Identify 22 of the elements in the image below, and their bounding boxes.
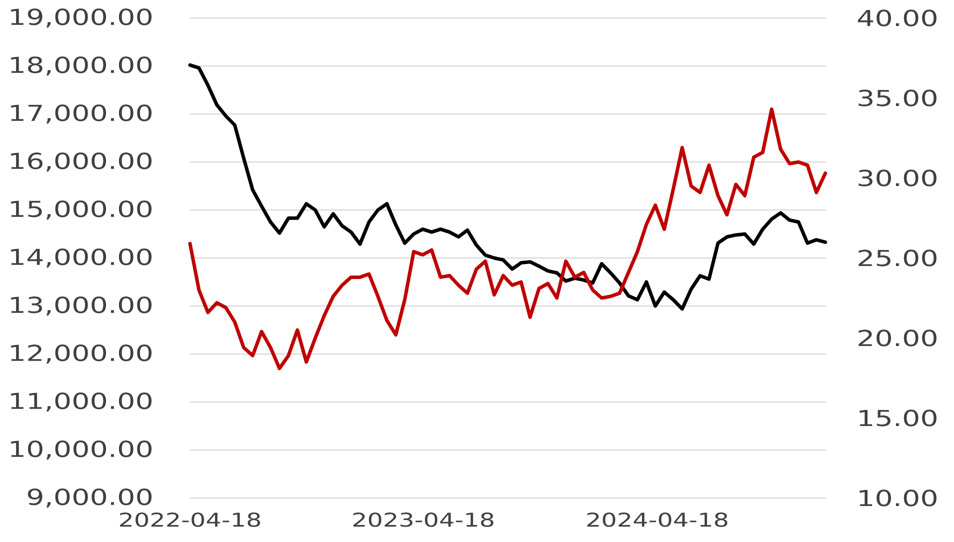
y2-tick-label: 25.00 — [858, 250, 936, 266]
y-tick-label: 9,000.00 — [28, 488, 152, 508]
y2-tick-label: 20.00 — [858, 330, 936, 346]
y-tick-label: 12,000.00 — [11, 344, 152, 364]
y-tick-label: 19,000.00 — [11, 8, 152, 28]
y-tick-label: 10,000.00 — [11, 440, 152, 460]
x-tick-label: 2024-04-18 — [587, 512, 728, 527]
x-tick-label: 2023-04-18 — [353, 512, 494, 527]
y2-tick-label: 15.00 — [860, 410, 936, 426]
y-tick-label: 11,000.00 — [11, 392, 152, 412]
line-series — [188, 63, 828, 311]
y-tick-label: 14,000.00 — [11, 248, 152, 268]
y2-tick-label: 10.00 — [860, 490, 936, 506]
y2-tick-label: 35.00 — [858, 90, 936, 106]
y-tick-label: 17,000.00 — [11, 104, 152, 124]
y-tick-label: 16,000.00 — [11, 152, 152, 172]
x-tick-label: 2022-04-18 — [120, 512, 260, 527]
y-tick-label: 15,000.00 — [11, 200, 152, 220]
y2-tick-label: 30.00 — [858, 170, 936, 186]
y2-tick-label: 40.00 — [858, 10, 936, 26]
y-tick-label: 18,000.00 — [11, 56, 152, 76]
y-tick-label: 13,000.00 — [11, 296, 152, 316]
